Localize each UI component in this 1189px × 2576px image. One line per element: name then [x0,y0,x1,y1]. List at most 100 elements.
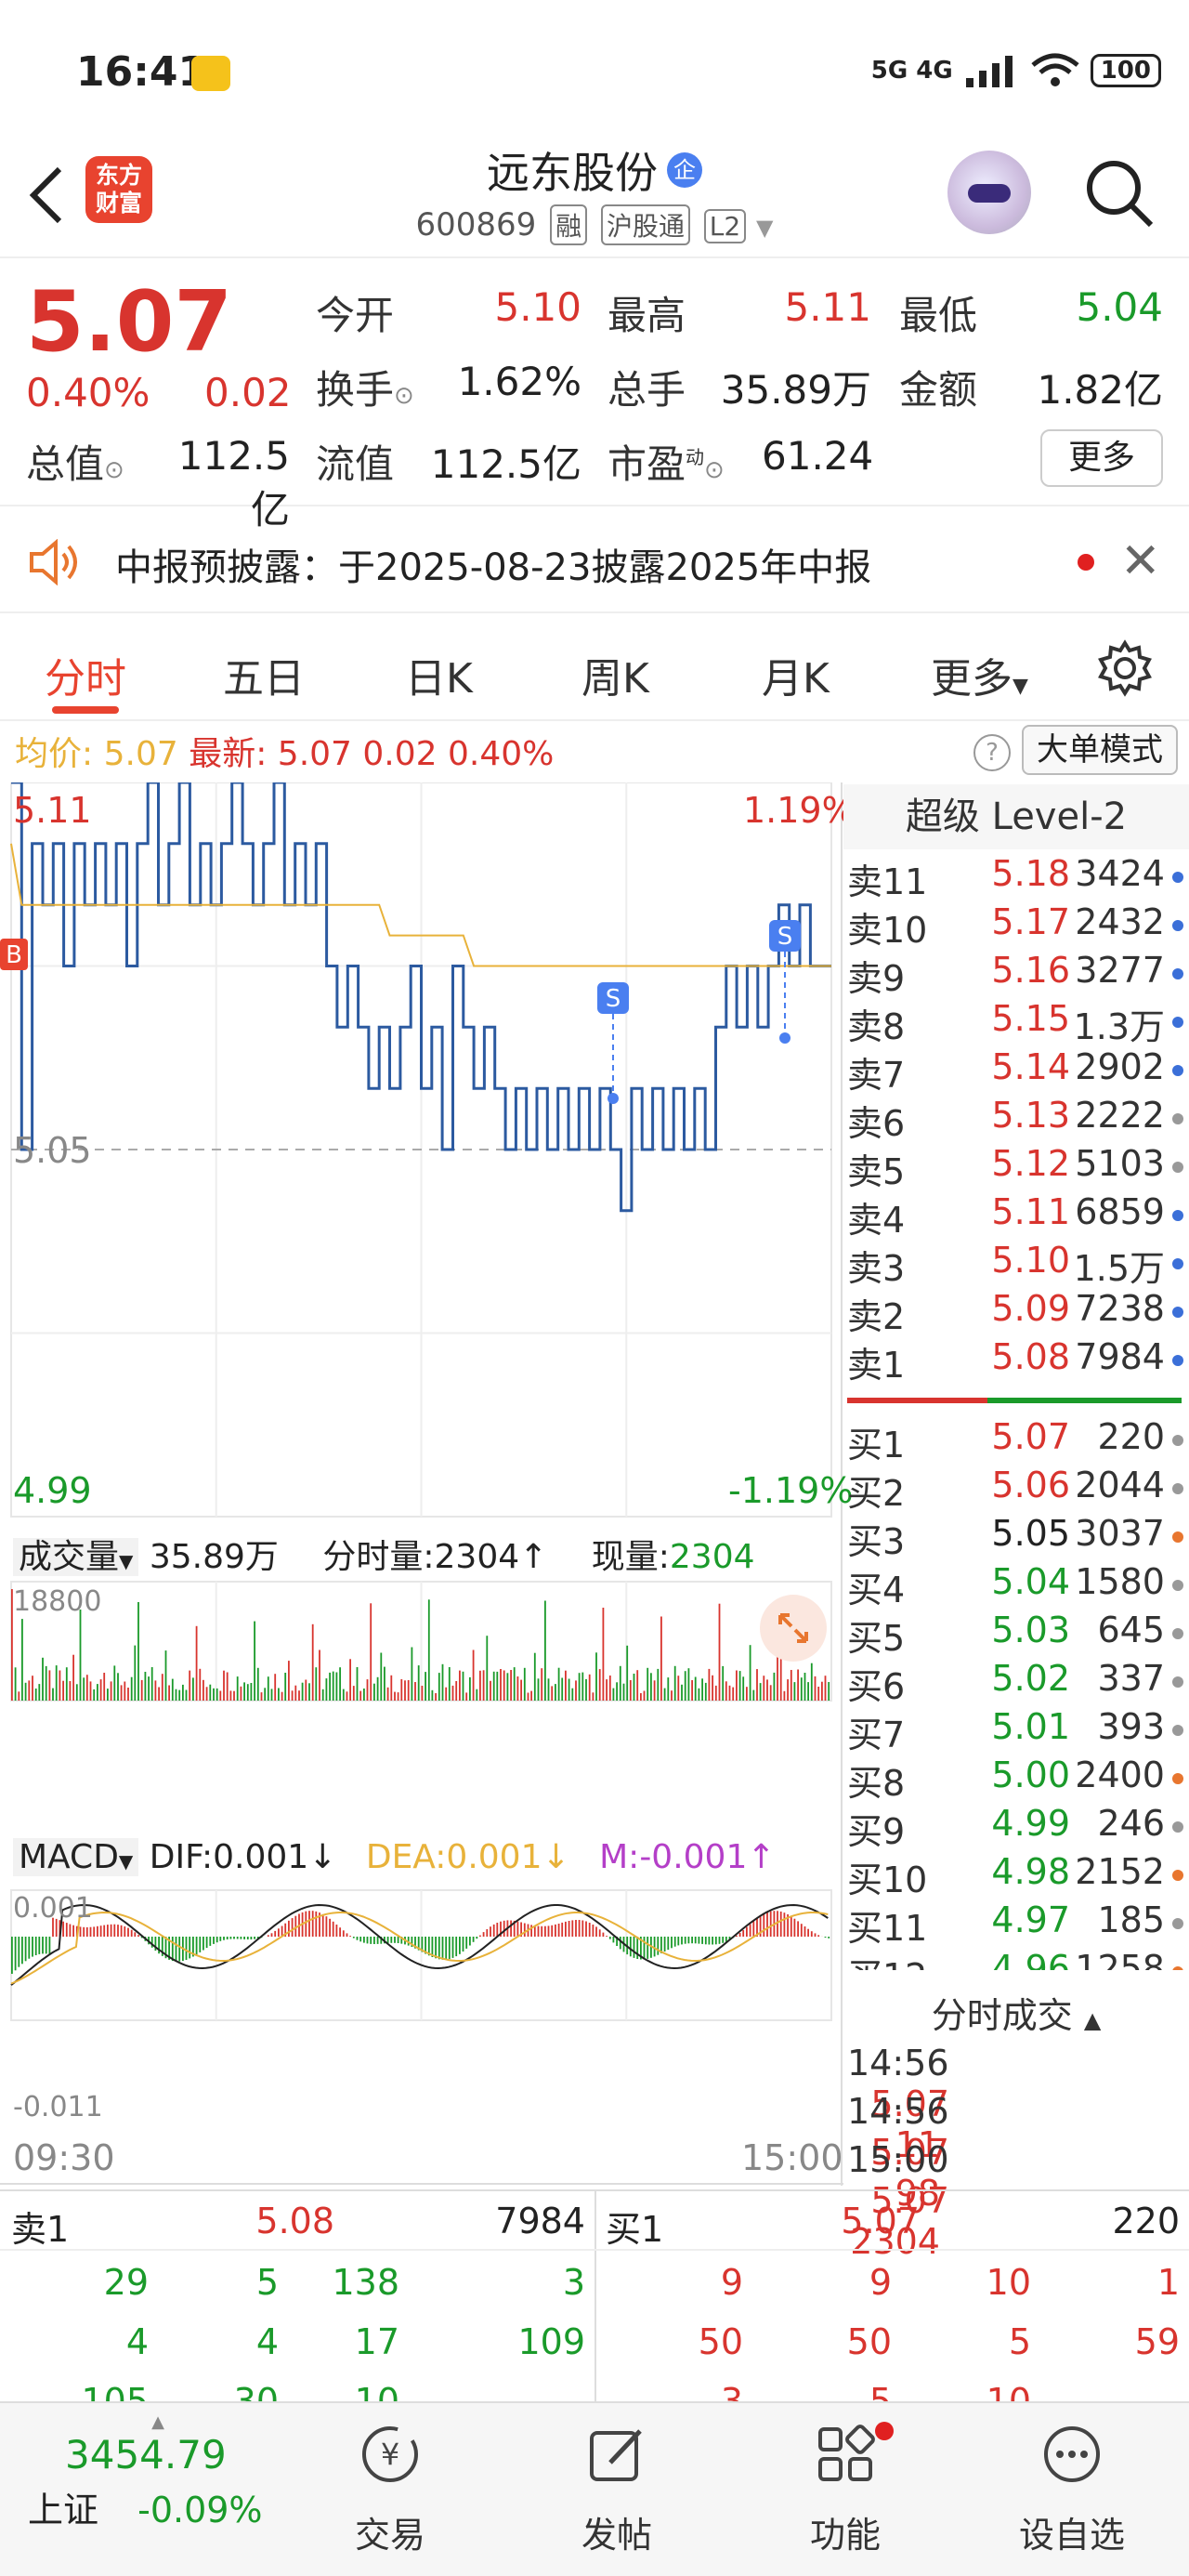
notice-text[interactable]: 中报预披露：于2025-08-23披露2025年中报 [115,546,872,589]
ask-row[interactable]: 卖5 5.12 5103 [847,1143,1183,1192]
ask-row[interactable]: 卖8 5.15 1.3万 [847,998,1183,1047]
bid-price: 5.01 [991,1706,1070,1747]
volume-label: 总手 [608,367,686,413]
sell-queue-cell: 3 [562,2262,585,2303]
ticks-panel[interactable] [843,1970,1189,2189]
volume-bar [523,1667,526,1701]
volume-max-label: 18800 [13,1585,102,1618]
ask-row[interactable]: 卖10 5.17 2432 [847,901,1183,951]
order-dot [1172,1773,1183,1784]
macd-bar [537,1925,540,1937]
nav-trade[interactable]: ¥ 交易 [307,2422,474,2557]
mktcap-label[interactable]: 总值⊙ [26,433,124,490]
more-quote-button[interactable]: 更多 [1040,429,1163,487]
nav-post[interactable]: 发帖 [533,2422,700,2557]
ask-row[interactable]: 卖3 5.10 1.5万 [847,1240,1183,1289]
macd-bar [281,1925,283,1937]
turnover-label[interactable]: 换手⊙ [316,359,414,415]
bid-row[interactable]: 买9 4.99 246 [847,1803,1183,1852]
open-value: 5.10 [494,284,581,330]
volume-indicator-select[interactable]: 成交量▼ [13,1538,139,1576]
macd-bar [633,1937,635,1958]
ask-row[interactable]: 卖6 5.13 2222 [847,1095,1183,1144]
close-icon[interactable]: ✕ [1120,533,1161,589]
volume-bar [807,1682,809,1701]
volume-bar [571,1688,574,1701]
macd-indicator-select[interactable]: MACD▼ [13,1838,139,1876]
macd-bar [476,1937,478,1939]
bid-price: 5.07 [991,1416,1070,1457]
macd-bar [571,1920,574,1937]
volume-bar [565,1670,567,1701]
ask-row[interactable]: 卖1 5.08 7984 [847,1336,1183,1386]
bid-row[interactable]: 买6 5.02 337 [847,1658,1183,1707]
bid-row[interactable]: 买1 5.07 220 [847,1416,1183,1465]
float-value: 112.5亿 [430,441,581,487]
intraday-chart[interactable]: B S S [0,782,843,2186]
volume-bars-layer [11,1589,830,1701]
macd-bar [254,1937,255,1939]
macd-bar [718,1937,721,1944]
settings-button[interactable] [1096,639,1154,701]
macd-bar [137,1935,139,1937]
big-order-mode-button[interactable]: 大单模式 [1022,725,1178,775]
ticks-title[interactable]: 分时成交 ▲ [843,1987,1189,2038]
index-ticker[interactable]: ▲ 3454.79 上证 -0.09% [28,2412,288,2532]
order-dot [1172,1483,1183,1494]
order-dot [1172,1821,1183,1833]
tab-more[interactable]: 更多▼ [931,645,1028,704]
macd-bar [790,1916,792,1937]
bid-row[interactable]: 买8 5.00 2400 [847,1755,1183,1804]
volume-bar [117,1673,119,1701]
macd-bar [38,1937,41,1954]
nav-functions[interactable]: 功能 [762,2422,929,2557]
bid-row[interactable]: 买10 4.98 2152 [847,1851,1183,1900]
ask-row[interactable]: 卖2 5.09 7238 [847,1288,1183,1337]
tab-intraday[interactable]: 分时 [45,655,126,703]
help-icon[interactable]: ? [973,734,1011,771]
volume-bar [75,1684,78,1701]
bid-label: 买8 [847,1763,906,1804]
tab-monthly-k[interactable]: 月K [762,655,830,703]
macd-bar [575,1920,577,1937]
dropdown-icon[interactable]: ▼ [756,215,774,241]
bid-row[interactable]: 买4 5.04 1580 [847,1561,1183,1610]
expand-button[interactable] [760,1595,827,1662]
ask-row[interactable]: 卖7 5.14 2902 [847,1046,1183,1096]
notice-banner[interactable]: 中报预披露：于2025-08-23披露2025年中报 ✕ [0,509,1189,613]
pe-label[interactable]: 市盈动⊙ [608,433,725,490]
enterprise-badge[interactable]: 企 [667,152,702,188]
app-logo[interactable]: 东方 财富 [85,156,152,223]
sell-marker: S [769,920,801,1044]
macd-bar [824,1937,827,1938]
macd-bar [185,1937,188,1960]
ask-row[interactable]: 卖11 5.18 3424 [847,853,1183,902]
macd-bar [243,1937,245,1939]
tab-weekly-k[interactable]: 周K [581,655,649,703]
ask-row[interactable]: 卖4 5.11 6859 [847,1191,1183,1241]
macd-bar [380,1937,383,1944]
bid-row[interactable]: 买3 5.05 3037 [847,1513,1183,1562]
volume-bar [24,1682,27,1701]
volume-bar [370,1603,372,1701]
trade-icon: ¥ [362,2426,418,2482]
tab-daily-k[interactable]: 日K [405,655,473,703]
search-button[interactable] [1082,156,1156,230]
back-button[interactable] [22,158,78,232]
bid-row[interactable]: 买11 4.97 185 [847,1899,1183,1949]
bid-row[interactable]: 买2 5.06 2044 [847,1465,1183,1514]
tab-five-day[interactable]: 五日 [223,655,305,703]
l2-tag[interactable]: L2 [703,209,747,243]
volume-bar [376,1676,379,1701]
robot-assistant-avatar[interactable] [947,151,1031,234]
status-time: 16:41 [76,48,207,96]
bid-row[interactable]: 买7 5.01 393 [847,1706,1183,1755]
bid-price: 5.06 [991,1465,1070,1505]
nav-watchlist[interactable]: 设自选 [988,2422,1156,2557]
ask-row[interactable]: 卖9 5.16 3277 [847,950,1183,999]
volume-bar [763,1676,765,1701]
bid-row[interactable]: 买5 5.03 645 [847,1610,1183,1659]
bid-price: 4.99 [991,1803,1070,1844]
level2-title[interactable]: 超级 Level-2 [843,784,1189,849]
volume-bar [506,1673,509,1701]
